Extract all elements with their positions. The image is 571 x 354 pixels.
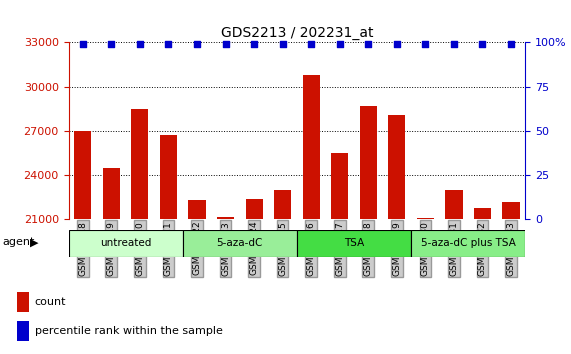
Text: percentile rank within the sample: percentile rank within the sample <box>35 326 223 336</box>
Point <box>421 41 430 47</box>
Bar <box>502 202 520 354</box>
Bar <box>103 168 120 354</box>
Point <box>307 41 316 47</box>
Bar <box>188 200 206 354</box>
Point <box>78 41 87 47</box>
Bar <box>417 218 434 354</box>
Bar <box>411 230 525 257</box>
Bar <box>331 153 348 354</box>
Text: count: count <box>35 297 66 307</box>
Text: 5-aza-dC: 5-aza-dC <box>216 238 263 249</box>
Bar <box>160 135 177 354</box>
Text: 5-aza-dC plus TSA: 5-aza-dC plus TSA <box>421 238 516 249</box>
Bar <box>217 217 234 354</box>
Point <box>478 41 487 47</box>
Bar <box>303 75 320 354</box>
Text: agent: agent <box>3 238 35 247</box>
Bar <box>17 321 29 341</box>
Bar <box>246 199 263 354</box>
Bar <box>183 230 297 257</box>
Point <box>107 41 116 47</box>
Point <box>392 41 401 47</box>
Point <box>250 41 259 47</box>
Bar <box>388 115 405 354</box>
Point <box>506 41 516 47</box>
Bar <box>360 106 377 354</box>
Bar <box>74 131 91 354</box>
Bar <box>131 109 148 354</box>
Bar <box>274 190 291 354</box>
Bar <box>17 292 29 312</box>
Point <box>221 41 230 47</box>
Bar <box>297 230 411 257</box>
Point <box>192 41 202 47</box>
Point <box>278 41 287 47</box>
Point <box>135 41 144 47</box>
Point <box>364 41 373 47</box>
Text: TSA: TSA <box>344 238 364 249</box>
Bar <box>474 208 491 354</box>
Bar <box>69 230 183 257</box>
Point <box>335 41 344 47</box>
Point <box>164 41 173 47</box>
Text: ▶: ▶ <box>30 238 38 247</box>
Bar <box>445 190 463 354</box>
Text: untreated: untreated <box>100 238 151 249</box>
Title: GDS2213 / 202231_at: GDS2213 / 202231_at <box>220 26 373 40</box>
Point <box>449 41 459 47</box>
